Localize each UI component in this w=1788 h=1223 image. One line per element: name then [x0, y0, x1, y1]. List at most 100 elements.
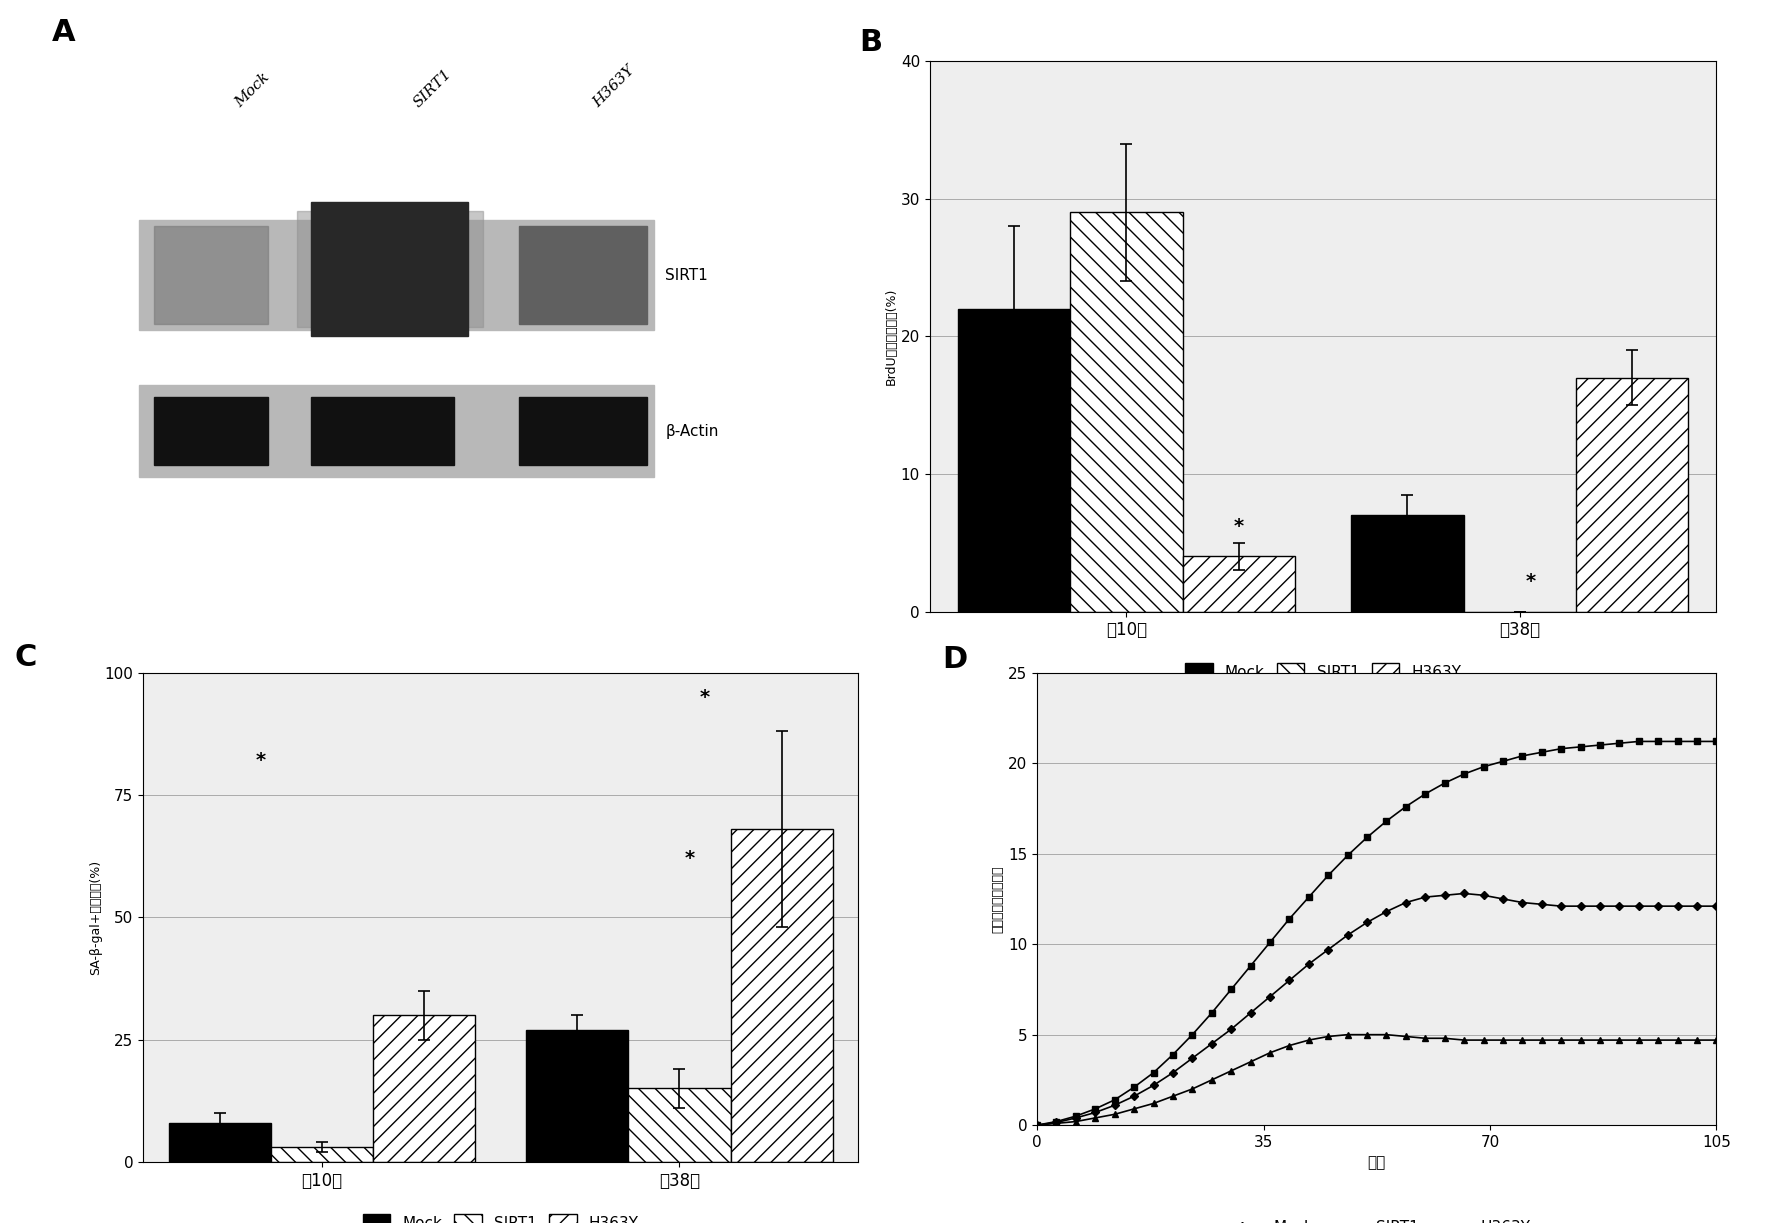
H363Y — [1278, 1038, 1300, 1053]
SIRT1 — [1473, 759, 1495, 774]
Mock — [1046, 1115, 1067, 1130]
Bar — [1575, 378, 1688, 612]
SIRT1 — [1395, 800, 1416, 815]
Legend: Mock, SIRT1, H363Y: Mock, SIRT1, H363Y — [356, 1207, 645, 1223]
Text: β-Actin: β-Actin — [665, 423, 719, 439]
SIRT1 — [1085, 1102, 1107, 1117]
Mock — [1511, 895, 1532, 910]
H363Y — [1550, 1032, 1572, 1047]
Mock — [1221, 1022, 1243, 1037]
H363Y — [1647, 1032, 1668, 1047]
Mock — [1026, 1118, 1048, 1132]
Text: C: C — [14, 643, 38, 673]
Mock — [1590, 899, 1611, 914]
Bar — [1071, 213, 1182, 612]
SIRT1 — [1609, 736, 1631, 751]
X-axis label: 天数: 天数 — [1368, 1156, 1386, 1170]
Mock — [1531, 896, 1552, 911]
H363Y — [1686, 1032, 1708, 1047]
Mock — [1647, 899, 1668, 914]
SIRT1 — [1318, 868, 1339, 883]
SIRT1 — [1278, 911, 1300, 926]
SIRT1 — [1103, 1092, 1125, 1107]
Y-axis label: BrdU掺入细胞比例(%): BrdU掺入细胞比例(%) — [885, 287, 898, 385]
Line: SIRT1: SIRT1 — [1033, 739, 1720, 1128]
H363Y — [1298, 1032, 1320, 1047]
Mock — [1357, 915, 1379, 929]
Bar — [731, 829, 833, 1162]
H363Y — [1182, 1081, 1203, 1096]
SIRT1 — [1162, 1047, 1184, 1062]
Text: *: * — [1525, 572, 1536, 591]
SIRT1 — [1590, 737, 1611, 752]
Bar — [154, 226, 268, 324]
SIRT1 — [1182, 1027, 1203, 1042]
SIRT1 — [1202, 1005, 1223, 1020]
H363Y — [1337, 1027, 1359, 1042]
Mock — [1202, 1036, 1223, 1051]
Mock — [1434, 888, 1455, 903]
Mock — [1454, 887, 1475, 901]
SIRT1 — [1337, 848, 1359, 862]
Mock — [1395, 895, 1416, 910]
H363Y — [1629, 1032, 1650, 1047]
H363Y — [1026, 1118, 1048, 1132]
Bar — [374, 1015, 476, 1162]
SIRT1 — [1259, 936, 1280, 950]
Bar — [628, 1088, 731, 1162]
H363Y — [1085, 1110, 1107, 1125]
SIRT1 — [1414, 786, 1436, 801]
H363Y — [1143, 1096, 1164, 1110]
Bar — [270, 1147, 374, 1162]
Legend: Mock, SIRT1, H363Y: Mock, SIRT1, H363Y — [1216, 1214, 1538, 1223]
Mock — [1473, 888, 1495, 903]
Mock — [1414, 890, 1436, 905]
Mock — [1609, 899, 1631, 914]
Bar — [154, 397, 268, 465]
H363Y — [1221, 1064, 1243, 1079]
H363Y — [1666, 1032, 1688, 1047]
Bar — [168, 1123, 270, 1162]
Text: Mock: Mock — [232, 70, 272, 110]
SIRT1 — [1026, 1118, 1048, 1132]
Legend: Mock, SIRT1, H363Y: Mock, SIRT1, H363Y — [1178, 657, 1468, 686]
SIRT1 — [1357, 830, 1379, 845]
Bar — [1352, 515, 1464, 612]
H363Y — [1162, 1088, 1184, 1103]
Bar — [139, 385, 654, 477]
SIRT1 — [1706, 734, 1727, 748]
SIRT1 — [1570, 740, 1591, 755]
H363Y — [1590, 1032, 1611, 1047]
H363Y — [1395, 1029, 1416, 1043]
Y-axis label: 累积细胞群体倍增数: 累积细胞群体倍增数 — [991, 865, 1003, 933]
H363Y — [1259, 1046, 1280, 1060]
H363Y — [1570, 1032, 1591, 1047]
Text: B: B — [858, 28, 881, 57]
Mock — [1085, 1106, 1107, 1120]
SIRT1 — [1298, 890, 1320, 905]
SIRT1 — [1066, 1109, 1087, 1124]
H363Y — [1202, 1073, 1223, 1087]
H363Y — [1511, 1032, 1532, 1047]
Mock — [1143, 1077, 1164, 1092]
H363Y — [1609, 1032, 1631, 1047]
Mock — [1570, 899, 1591, 914]
SIRT1 — [1629, 734, 1650, 748]
H363Y — [1239, 1054, 1261, 1069]
H363Y — [1375, 1027, 1396, 1042]
Mock — [1278, 974, 1300, 988]
SIRT1 — [1531, 745, 1552, 759]
Mock — [1629, 899, 1650, 914]
Mock — [1103, 1098, 1125, 1113]
H363Y — [1103, 1107, 1125, 1121]
SIRT1 — [1686, 734, 1708, 748]
Mock — [1182, 1051, 1203, 1065]
SIRT1 — [1511, 748, 1532, 763]
SIRT1 — [1493, 755, 1514, 769]
Bar — [958, 308, 1071, 612]
H363Y — [1066, 1114, 1087, 1129]
Mock — [1239, 1005, 1261, 1020]
SIRT1 — [1375, 813, 1396, 828]
SIRT1 — [1434, 775, 1455, 790]
SIRT1 — [1239, 959, 1261, 974]
